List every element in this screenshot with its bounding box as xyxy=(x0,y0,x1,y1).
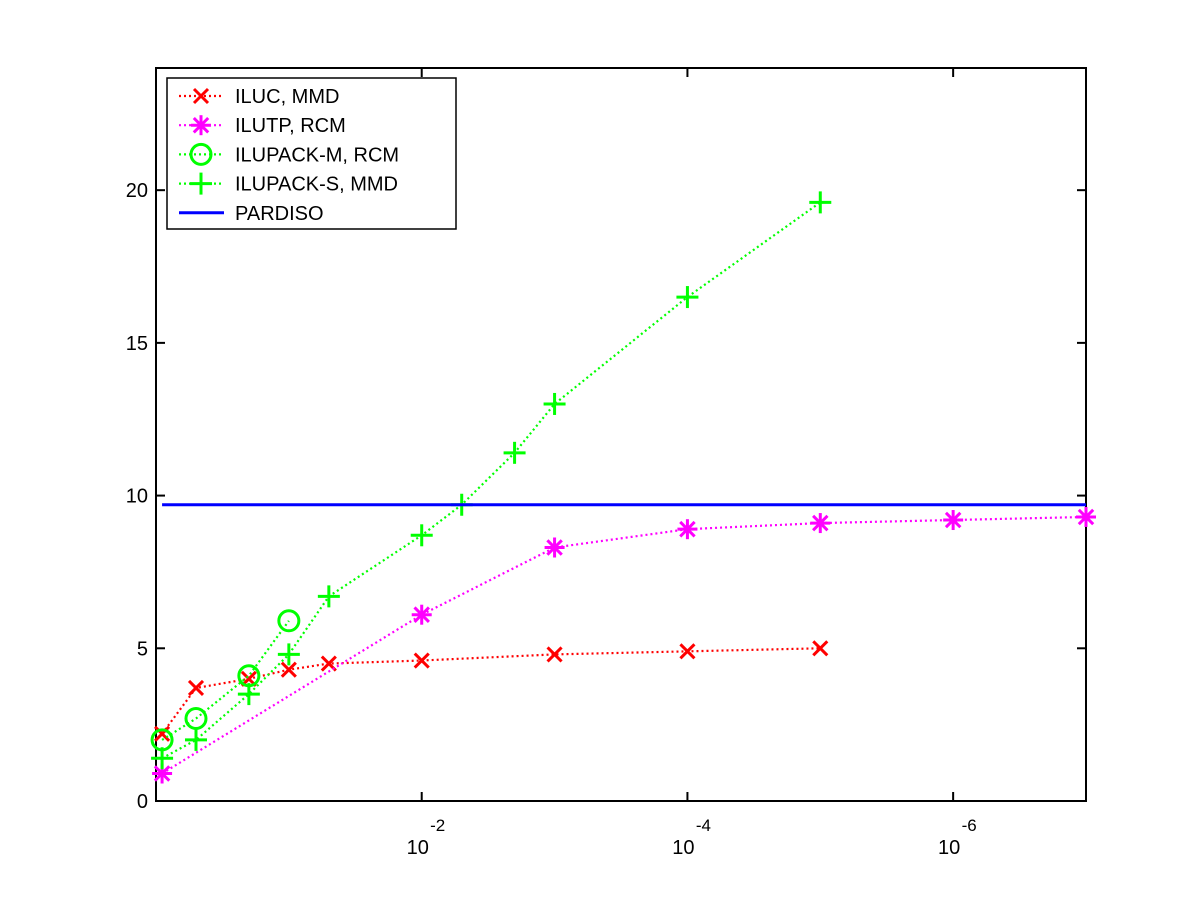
marker-x xyxy=(413,652,430,669)
legend-entry: PARDISO xyxy=(179,203,324,225)
axes xyxy=(155,67,1087,802)
marker-circle xyxy=(184,707,208,731)
legend: ILUC, MMD ILUTP, RCM ILUPACK-M, RCM ILUPACK… xyxy=(166,77,457,230)
marker-plus xyxy=(543,392,566,415)
marker-plus xyxy=(503,441,526,464)
x-tick-label: 10-4 xyxy=(672,816,711,859)
marker-x xyxy=(154,725,171,742)
legend-label: ILUPACK-M, RCM xyxy=(235,144,399,166)
marker-x xyxy=(812,640,829,657)
marker-plus xyxy=(151,747,174,770)
marker-plus xyxy=(237,683,260,706)
legend-label: ILUC, MMD xyxy=(235,86,339,108)
marker-x xyxy=(546,646,563,663)
x-tick-label-exponent: -6 xyxy=(962,816,977,835)
x-tick-label-base: 10 xyxy=(672,837,694,859)
y-tick-label: 5 xyxy=(137,638,148,660)
marker-x xyxy=(679,643,696,660)
legend-label: ILUTP, RCM xyxy=(235,115,346,137)
series-line xyxy=(161,647,821,735)
marker-plus xyxy=(317,585,340,608)
y-tick-label: 20 xyxy=(126,180,148,202)
marker-circle xyxy=(189,142,213,166)
marker-asterisk xyxy=(191,115,211,136)
series-line xyxy=(161,620,290,741)
legend-entry: ILUC, MMD xyxy=(179,86,339,108)
x-tick-label-base: 10 xyxy=(407,837,429,859)
marker-x xyxy=(192,87,210,105)
x-tick-label: 10-2 xyxy=(407,816,446,859)
legend-entry: ILUPACK-M, RCM xyxy=(179,142,399,166)
marker-asterisk xyxy=(411,604,432,625)
x-tick-label-exponent: -2 xyxy=(430,816,445,835)
marker-plus xyxy=(190,172,212,195)
series-ilutp-rcm xyxy=(152,506,1096,784)
legend-label: ILUPACK-S, MMD xyxy=(235,174,398,196)
marker-circle xyxy=(277,609,301,633)
marker-plus xyxy=(410,524,433,547)
y-tick-label: 10 xyxy=(126,486,148,508)
marker-asterisk xyxy=(544,537,565,558)
marker-plus xyxy=(676,286,699,309)
series-ilupack-s-mmd xyxy=(151,191,832,770)
legend-entry: ILUTP, RCM xyxy=(179,115,346,137)
legend-label: PARDISO xyxy=(235,203,324,225)
marker-x xyxy=(187,679,205,697)
y-tick-label: 15 xyxy=(126,333,148,355)
marker-plus xyxy=(809,191,832,214)
plot-frame xyxy=(155,67,1087,802)
series-group xyxy=(150,191,1096,784)
x-tick-label: 10-6 xyxy=(938,816,977,859)
marker-asterisk xyxy=(943,510,964,531)
x-tick-label-exponent: -4 xyxy=(696,816,711,835)
marker-plus xyxy=(277,643,300,666)
marker-asterisk xyxy=(677,519,698,540)
marker-x xyxy=(280,661,297,678)
y-tick-label: 0 xyxy=(137,791,148,813)
x-tick-label-base: 10 xyxy=(938,837,960,859)
marker-asterisk xyxy=(1076,506,1096,527)
marker-plus xyxy=(184,728,207,751)
marker-asterisk xyxy=(810,513,831,534)
legend-entry: ILUPACK-S, MMD xyxy=(179,172,398,196)
